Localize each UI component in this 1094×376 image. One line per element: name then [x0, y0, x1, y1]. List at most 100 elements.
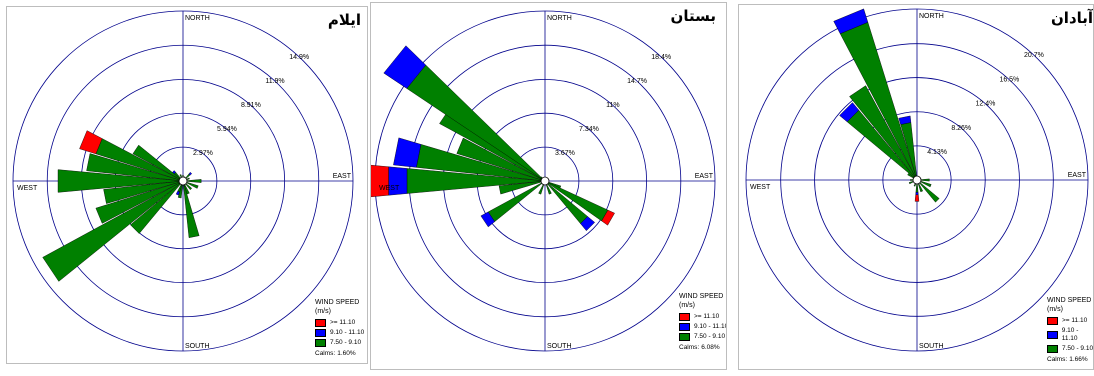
legend-swatch-red: [315, 318, 326, 327]
legend-label: >= 11.10: [330, 318, 356, 326]
legend-label: >= 11.10: [1062, 316, 1088, 324]
station-title: بستان: [670, 7, 716, 25]
wind-petal-segment: [914, 194, 920, 202]
legend-label: 7.50 - 9.10: [1062, 344, 1094, 352]
ring-label: 12.4%: [976, 101, 996, 108]
wind-rose-plot: 3.67% 7.34% 11% 14.7% 18.4% NORTH SOUTH EAST WES…: [371, 10, 716, 352]
wind-petal-segment: [95, 180, 184, 224]
wind-petal-segment: [57, 169, 184, 193]
legend-label: 9.10 - 11.10: [694, 322, 727, 330]
legend-item: 9.10 - 11.10: [679, 322, 727, 331]
wind-petal-segment: [103, 180, 184, 204]
ring-label: 3.67%: [555, 150, 575, 157]
ring-label: 5.94%: [217, 126, 237, 133]
wind-petal-segment: [86, 153, 184, 182]
calms-label: Calms:: [315, 349, 336, 357]
legend: WIND SPEED (m/s) >= 11.10 9.10 - 11.10 7…: [1047, 297, 1094, 364]
wind-petal-segment: [580, 216, 595, 231]
wind-petal-segment: [839, 102, 860, 123]
wind-petal-segment: [172, 170, 176, 174]
ring-label: 8.91%: [241, 102, 261, 109]
wind-petal-segment: [393, 137, 422, 168]
wind-petal-segment: [182, 180, 200, 238]
wind-petal-segment: [42, 180, 184, 282]
legend-item: 9.10 - 11.10: [315, 328, 367, 337]
wind-petal-segment: [480, 211, 495, 228]
legend-item: 7.50 - 9.10: [679, 332, 726, 341]
compass-label-west: WEST: [17, 185, 38, 192]
wind-petal-segment: [175, 190, 180, 196]
wind-petal-segment: [915, 192, 919, 196]
wind-petal-segment: [130, 180, 184, 234]
wind-petal-segment: [188, 171, 193, 176]
wind-petal-segment: [849, 85, 918, 181]
ring-label: 4.13%: [927, 149, 947, 156]
compass-label-east: EAST: [1068, 172, 1087, 179]
legend-swatch-red: [679, 312, 690, 321]
ring-label: 14.7%: [627, 78, 647, 85]
wind-petal-segment: [182, 179, 202, 183]
calms-circle: [912, 175, 922, 185]
compass-label-east: EAST: [333, 173, 352, 180]
ring-label: 7.34%: [579, 126, 599, 133]
calms-readout: Calms: 6.08%: [679, 343, 726, 352]
legend-swatch-blue: [1047, 330, 1058, 339]
calms-label: Calms:: [679, 343, 700, 351]
legend-swatch-green: [315, 338, 326, 347]
wind-petal-segment: [79, 130, 103, 155]
legend-item: >= 11.10: [679, 312, 726, 321]
legend-swatch-red: [1047, 316, 1058, 325]
legend-title: WIND SPEED (m/s): [315, 299, 360, 315]
calms-label: Calms:: [1047, 356, 1068, 363]
wind-petal-segment: [132, 144, 184, 182]
legend-item: >= 11.10: [1047, 316, 1093, 325]
wind-rose-plot: 4.13% 8.26% 12.4% 16.5% 20.7% NORTH SOUTH EAST W…: [745, 8, 1089, 352]
compass-label-west: WEST: [750, 184, 771, 191]
ring-label: 20.7%: [1024, 52, 1044, 59]
station-title: آبادان: [1051, 9, 1094, 27]
calms-circle: [540, 176, 550, 186]
ring-label: 11%: [606, 102, 620, 109]
compass-label-north: NORTH: [919, 13, 944, 20]
wind-petal-segment: [456, 137, 546, 182]
ring-label: 8.26%: [951, 125, 971, 132]
wind-petal-segment: [371, 164, 389, 198]
legend-label: >= 11.10: [694, 312, 720, 320]
wind-rose-plot: 2.97% 5.94% 8.91% 11.9% 14.9% NORTH SOUTH EAST W…: [12, 10, 354, 352]
wind-petal-segment: [898, 115, 912, 125]
legend: WIND SPEED (m/s) >= 11.10 9.10 - 11.10 7…: [315, 299, 367, 358]
wind-petal-segment: [383, 45, 427, 89]
compass-label-south: SOUTH: [919, 343, 944, 350]
ring-label: 18.4%: [651, 54, 671, 61]
calms-circle: [178, 176, 188, 186]
ring-label: 16.5%: [999, 77, 1019, 84]
legend-label: 9.10 - 11.10: [330, 328, 365, 336]
legend-title: WIND SPEED (m/s): [679, 293, 724, 309]
legend-item: 7.50 - 9.10: [1047, 344, 1094, 353]
compass-label-south: SOUTH: [547, 343, 572, 350]
compass-label-north: NORTH: [185, 15, 210, 22]
calms-value: 6.08%: [701, 343, 720, 351]
wind-petal-segment: [498, 180, 546, 195]
compass-label-south: SOUTH: [185, 343, 210, 350]
legend-item: 9.10 - 11.10: [1047, 327, 1093, 343]
legend-swatch-green: [1047, 344, 1058, 353]
legend-swatch-blue: [315, 328, 326, 337]
ring-label: 14.9%: [289, 54, 309, 61]
wind-rose-panel-abadan: 4.13% 8.26% 12.4% 16.5% 20.7% NORTH SOUTH EAST W…: [738, 4, 1094, 370]
compass-label-north: NORTH: [547, 15, 572, 22]
wind-petal-segment: [916, 178, 930, 182]
wind-petal-segment: [833, 8, 869, 34]
calms-value: 1.60%: [337, 349, 356, 357]
legend-swatch-green: [679, 332, 690, 341]
legend-label: 7.50 - 9.10: [694, 332, 726, 340]
compass-label-west: WEST: [379, 185, 400, 192]
legend-item: >= 11.10: [315, 318, 367, 327]
calms-readout: Calms: 1.66%: [1047, 356, 1093, 364]
wind-petal-segment: [601, 209, 615, 226]
legend-label: 7.50 - 9.10: [330, 338, 362, 346]
wind-rose-panel-ilam: 2.97% 5.94% 8.91% 11.9% 14.9% NORTH SOUTH EAST W…: [6, 6, 368, 364]
station-title: ایلام: [327, 11, 361, 29]
compass-label-east: EAST: [695, 173, 714, 180]
